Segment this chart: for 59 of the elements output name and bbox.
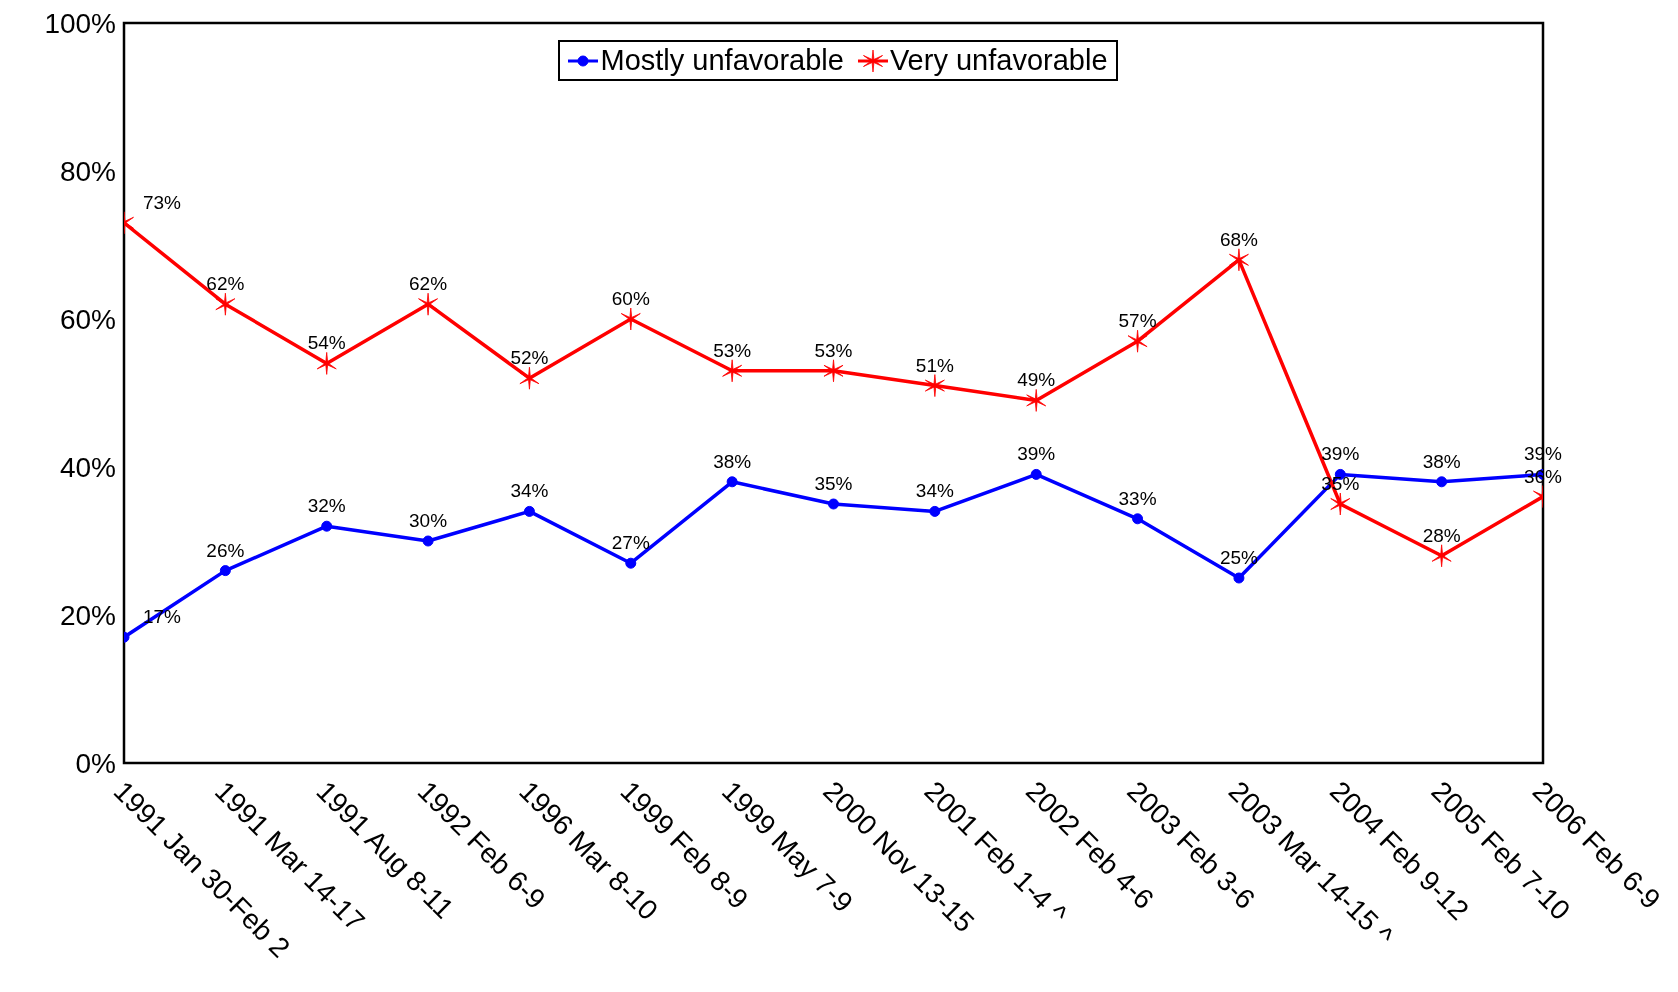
point [219,565,231,577]
point [523,505,535,517]
data-label: 62% [409,273,448,295]
point [1132,513,1144,525]
legend-label: Very unfavorable [889,44,1108,77]
data-label: 33% [1118,487,1157,509]
point [924,374,945,397]
point [1026,389,1047,412]
point [418,292,438,316]
data-label: 25% [1219,547,1259,568]
point [519,366,540,390]
y-tick-label: 20% [59,599,116,631]
data-label: 49% [1017,369,1056,391]
legend-label: Mostly unfavorable [600,44,844,77]
data-label: 57% [1118,310,1157,332]
data-label: 35% [814,473,853,494]
point [929,505,941,517]
data-label: 32% [307,495,346,517]
point [1030,468,1042,480]
y-tick-label: 40% [59,451,116,483]
data-label: 26% [206,539,245,561]
data-label: 28% [1422,524,1461,546]
y-tick-label: 80% [59,155,116,187]
y-tick-label: 0% [75,747,116,779]
point [1436,476,1448,488]
data-label: 68% [1219,228,1259,250]
point [1233,572,1245,584]
data-label: 39% [1321,443,1360,465]
data-label: 51% [915,354,954,376]
point [1229,248,1249,272]
data-label: 54% [307,332,346,354]
data-label: 34% [510,480,549,502]
data-label: 53% [814,339,853,361]
point [422,535,434,547]
point [726,476,738,488]
point [321,520,333,532]
data-label: 27% [611,532,650,554]
point [625,557,637,569]
data-label: 38% [1422,450,1461,472]
point [1431,544,1452,568]
point [620,307,641,331]
point [1330,492,1351,516]
point [316,352,337,375]
data-label: 73% [142,191,182,213]
y-tick-label: 60% [59,303,116,335]
point [828,498,839,510]
data-label: 53% [713,339,752,361]
data-label: 38% [713,450,752,472]
point [215,292,236,316]
point [823,359,844,383]
point [1127,329,1148,353]
data-label: 30% [409,510,448,531]
data-label: 60% [611,288,650,309]
data-label: 52% [510,347,549,369]
y-tick-label: 100% [44,7,116,39]
data-label: 34% [915,480,954,502]
point [722,359,743,383]
data-label: 39% [1017,443,1056,465]
data-label: 62% [206,273,245,295]
